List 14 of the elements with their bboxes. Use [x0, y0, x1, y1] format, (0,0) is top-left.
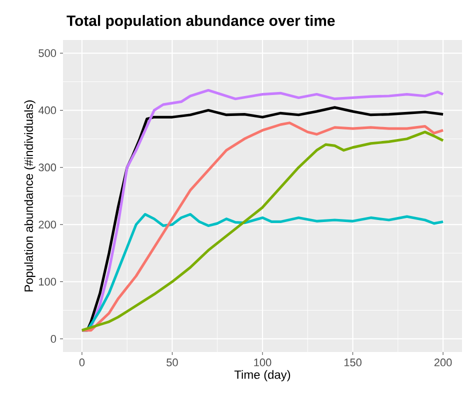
y-tick-label: 0	[50, 334, 56, 343]
y-tick-label: 400	[38, 106, 56, 114]
x-tick-label: 100	[254, 358, 272, 366]
y-tick-label: 500	[38, 49, 56, 58]
y-tick-label: 200	[38, 220, 56, 228]
x-tick-label: 50	[166, 358, 178, 366]
y-tick-label: 100	[39, 278, 56, 286]
y-tick-label: 300	[38, 164, 56, 172]
y-axis-title: Population abundance (#individuals)	[24, 100, 36, 292]
chart-title: Total population abundance over time	[66, 15, 335, 29]
x-tick-label: 150	[344, 358, 362, 366]
x-axis-title: Time (day)	[234, 370, 290, 382]
x-tick-label: 200	[434, 358, 452, 366]
x-tick-label: 0	[79, 358, 85, 366]
